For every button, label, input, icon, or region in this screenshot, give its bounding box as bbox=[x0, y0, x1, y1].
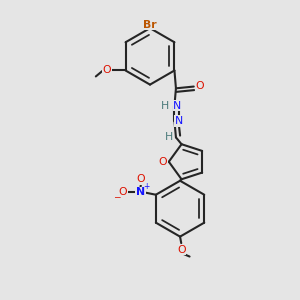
Text: Br: Br bbox=[143, 20, 157, 30]
Text: O: O bbox=[195, 81, 204, 91]
Text: H: H bbox=[165, 132, 173, 142]
Text: O: O bbox=[103, 65, 111, 76]
Text: H: H bbox=[161, 100, 169, 111]
Text: N: N bbox=[136, 187, 145, 197]
Text: −: − bbox=[113, 193, 121, 202]
Text: +: + bbox=[143, 182, 149, 191]
Text: O: O bbox=[177, 245, 186, 255]
Text: N: N bbox=[175, 116, 183, 126]
Text: O: O bbox=[119, 187, 128, 197]
Text: O: O bbox=[137, 174, 145, 184]
Text: O: O bbox=[158, 157, 167, 167]
Text: N: N bbox=[173, 100, 181, 111]
